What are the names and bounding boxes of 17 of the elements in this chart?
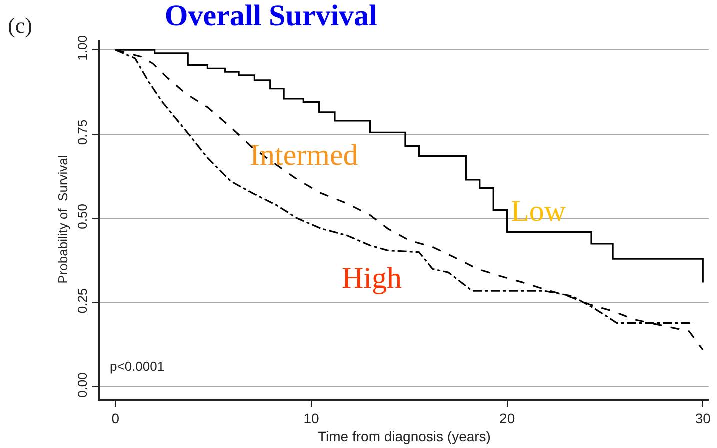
series-label: Intermed <box>250 139 358 172</box>
x-tick-label: 20 <box>500 410 516 427</box>
x-tick-label: 10 <box>304 410 320 427</box>
y-axis-title: Probability of Survival <box>56 155 70 284</box>
y-tick-label: 0.75 <box>75 120 90 146</box>
text: (c) <box>8 13 32 38</box>
x-axis-title: Time from diagnosis (years) <box>318 428 491 444</box>
x-tick-label: 30 <box>695 410 712 427</box>
y-tick-label: 1.00 <box>75 36 90 61</box>
series-label: Low <box>511 195 566 228</box>
series-label: High <box>342 262 402 295</box>
y-tick-label: 0.50 <box>75 204 90 230</box>
chart-title: Overall Survival <box>164 0 378 32</box>
x-tick-label: 0 <box>112 410 120 427</box>
y-tick-label: 0.25 <box>75 288 90 314</box>
annotation: p<0.0001 <box>110 359 165 374</box>
y-tick-label: 0.00 <box>75 372 90 398</box>
